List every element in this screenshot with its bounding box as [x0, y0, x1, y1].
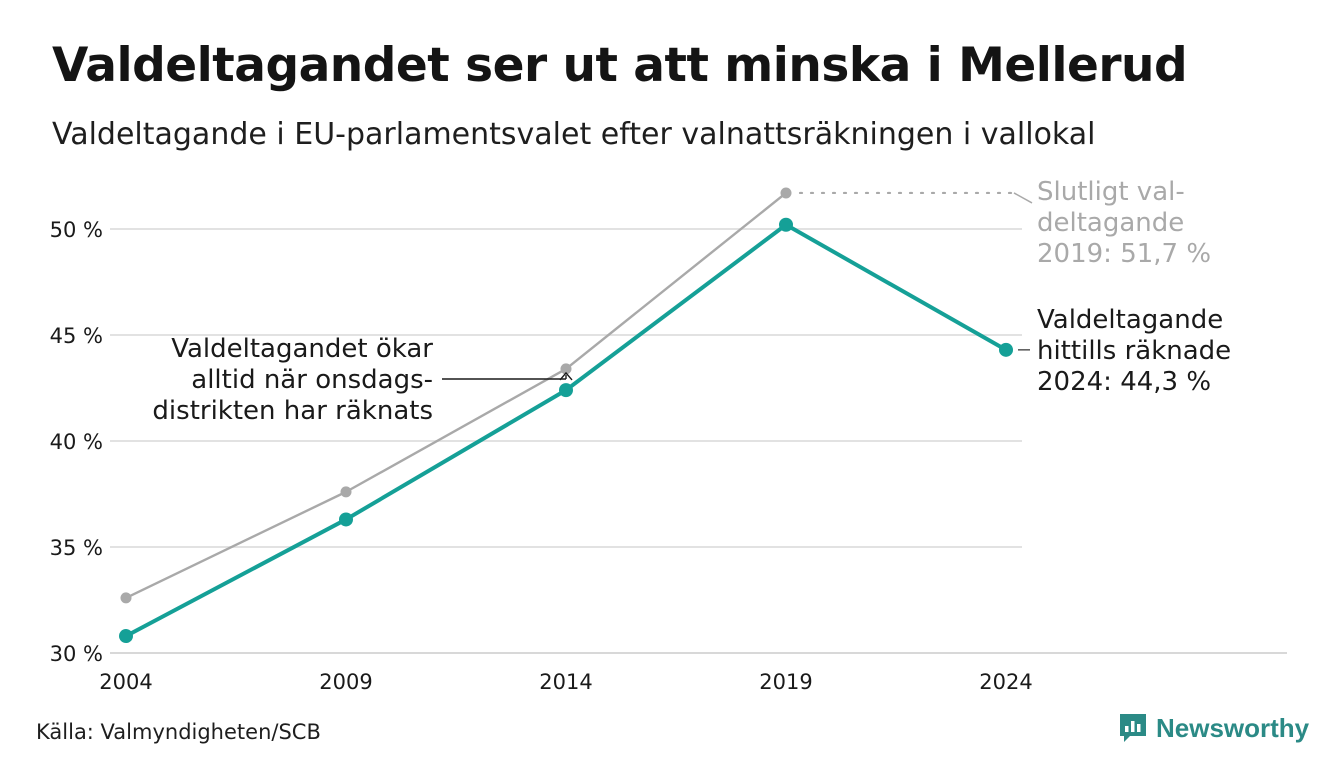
x-tick-label: 2014 [539, 670, 592, 694]
annotation-final-2019: Slutligt val-deltagande 2019: 51,7 % [1037, 177, 1211, 269]
y-axis-tick-labels: 30 % 35 % 40 % 45 % 50 % [50, 218, 103, 666]
y-tick-label: 35 % [50, 536, 103, 560]
chart-subtitle: Valdeltagande i EU-parlamentsvalet efter… [52, 117, 1096, 152]
data-point-final [340, 486, 352, 498]
annotation-note-2014: Valdeltagandet ökar alltid när onsdags-di… [152, 334, 433, 426]
x-tick-label: 2024 [979, 670, 1032, 694]
x-tick-label: 2009 [319, 670, 372, 694]
source-note: Källa: Valmyndigheten/SCB [36, 720, 321, 744]
annotation-arrow-head [559, 371, 573, 381]
y-tick-label: 45 % [50, 324, 103, 348]
grid-lines [110, 228, 1287, 654]
annotation-tick-final [1013, 192, 1033, 204]
data-point-preliminary [559, 383, 573, 398]
y-tick-label: 50 % [50, 218, 103, 242]
brand-name: Newsworthy [1156, 712, 1310, 743]
x-tick-label: 2004 [99, 670, 152, 694]
brand-logo: Newsworthy [1118, 712, 1309, 744]
data-point-preliminary [339, 512, 353, 527]
data-point-preliminary [119, 629, 133, 644]
chart-title: Valdeltagandet ser ut att minska i Melle… [52, 38, 1188, 93]
annotation-preliminary-2024: Valdeltagande hittills räknade 2024: 44,3 … [1037, 305, 1231, 397]
data-point-final [780, 187, 792, 199]
data-point-final [560, 363, 572, 375]
data-point-final [120, 592, 132, 604]
x-tick-label: 2019 [759, 670, 812, 694]
series-line-final [124, 191, 788, 600]
x-axis-tick-labels: 2004 2009 2014 2019 2024 [99, 670, 1032, 694]
data-point-preliminary [779, 217, 793, 232]
bar-chart-icon [1120, 714, 1146, 742]
annotation-layer: Slutligt val-deltagande 2019: 51,7 % Valde… [152, 177, 1231, 426]
y-tick-label: 40 % [50, 430, 103, 454]
data-point-preliminary [999, 342, 1013, 357]
series-layer [119, 187, 1013, 644]
series-line-preliminary [124, 222, 1008, 639]
y-tick-label: 30 % [50, 642, 103, 666]
